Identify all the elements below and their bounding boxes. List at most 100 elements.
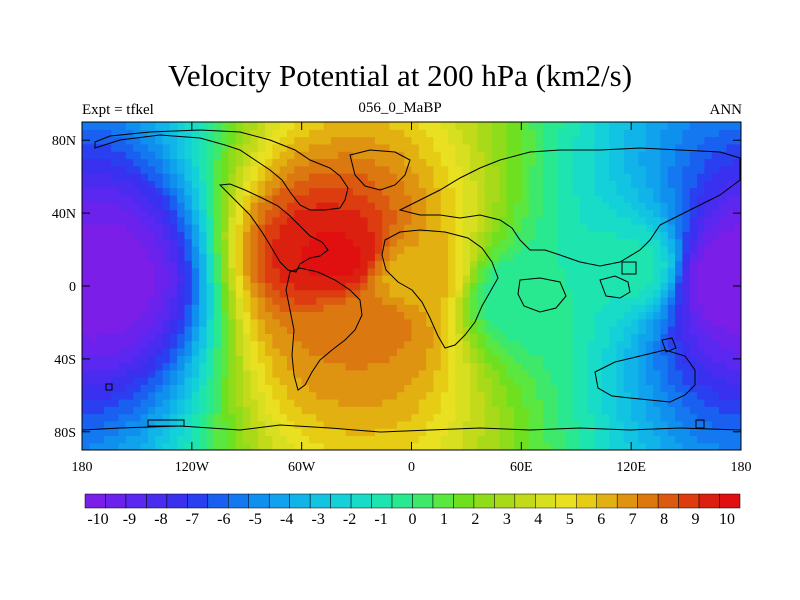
field-cell (118, 377, 127, 385)
field-cell (155, 435, 164, 444)
field-cell (272, 151, 281, 160)
field-cell (147, 136, 156, 145)
field-cell (601, 231, 610, 240)
field-cell (382, 420, 391, 429)
field-cell (689, 428, 698, 437)
field-cell (484, 326, 493, 334)
field-cell (726, 275, 735, 283)
colorbar-label: -6 (217, 511, 230, 528)
field-cell (719, 151, 727, 160)
field-cell (499, 282, 508, 291)
field-cell (492, 304, 500, 313)
field-cell (308, 347, 317, 356)
field-cell (689, 435, 698, 444)
field-cell (565, 231, 574, 240)
field-cell (492, 143, 500, 152)
field-cell (455, 435, 464, 444)
field-cell (514, 420, 522, 429)
field-cell (579, 289, 588, 298)
field-cell (455, 420, 464, 429)
field-cell (572, 282, 581, 291)
field-cell (514, 362, 522, 371)
field-cell (587, 311, 596, 320)
field-cell (257, 238, 266, 247)
field-cell (221, 428, 230, 437)
field-cell (411, 173, 420, 181)
colorbar-label: 0 (409, 511, 417, 528)
field-cell (404, 151, 413, 160)
field-cell (660, 238, 669, 247)
colorbar-swatch (576, 493, 597, 509)
field-cell (96, 442, 105, 450)
field-cell (601, 253, 610, 262)
field-cell (301, 391, 310, 400)
field-cell (177, 289, 186, 298)
field-cell (257, 428, 266, 437)
field-cell (565, 224, 574, 232)
field-cell (521, 267, 530, 276)
field-cell (506, 209, 515, 218)
field-cell (609, 435, 618, 444)
field-cell (265, 318, 273, 327)
field-cell (455, 362, 464, 371)
field-cell (345, 384, 354, 393)
field-cell (565, 355, 574, 364)
field-cell (682, 369, 691, 378)
field-cell (514, 369, 522, 378)
field-cell (550, 326, 559, 334)
field-cell (587, 420, 596, 429)
field-cell (221, 340, 230, 349)
field-cell (433, 333, 442, 342)
field-cell (389, 173, 398, 181)
field-cell (287, 238, 295, 247)
field-cell (697, 194, 705, 203)
field-cell (367, 187, 376, 196)
field-cell (272, 435, 281, 444)
field-cell (733, 340, 741, 349)
field-cell (557, 151, 566, 160)
field-cell (111, 187, 120, 196)
field-cell (697, 318, 705, 327)
field-cell (272, 129, 281, 138)
field-cell (711, 289, 720, 298)
field-cell (330, 333, 339, 342)
field-cell (169, 420, 178, 429)
field-cell (96, 296, 105, 305)
field-cell (111, 406, 120, 415)
field-cell (631, 304, 640, 313)
field-cell (462, 406, 471, 415)
field-cell (133, 326, 142, 334)
field-cell (96, 413, 105, 422)
field-cell (660, 435, 669, 444)
field-cell (265, 224, 273, 232)
field-cell (82, 275, 90, 283)
field-cell (477, 289, 486, 298)
field-cell (733, 362, 741, 371)
field-cell (352, 143, 361, 152)
field-cell (477, 151, 486, 160)
field-cell (125, 231, 134, 240)
field-cell (572, 180, 581, 189)
field-cell (250, 151, 259, 160)
field-cell (389, 194, 398, 203)
field-cell (206, 377, 215, 385)
field-cell (272, 224, 281, 232)
field-cell (631, 216, 640, 225)
field-cell (301, 355, 310, 364)
field-cell (250, 333, 259, 342)
field-cell (426, 391, 435, 400)
field-cell (374, 253, 383, 262)
field-cell (301, 173, 310, 181)
field-cell (404, 253, 413, 262)
field-cell (492, 318, 500, 327)
field-cell (287, 253, 295, 262)
field-cell (118, 384, 127, 393)
field-cell (572, 347, 581, 356)
field-cell (360, 391, 369, 400)
field-cell (418, 289, 427, 298)
field-cell (550, 194, 559, 203)
field-cell (330, 187, 339, 196)
field-cell (653, 333, 662, 342)
field-cell (667, 245, 676, 254)
field-cell (330, 326, 339, 334)
